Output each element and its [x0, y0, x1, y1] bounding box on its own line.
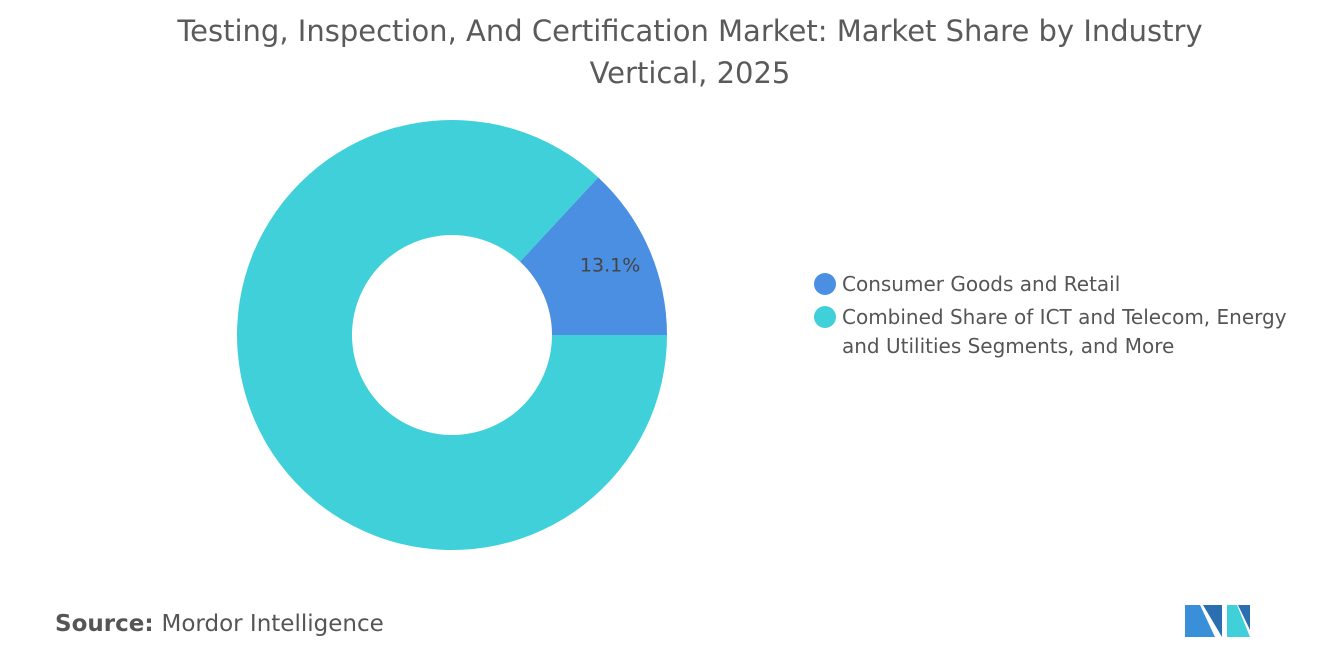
- legend-marker: [814, 273, 836, 295]
- legend-marker: [814, 306, 836, 328]
- source-label: Source:: [55, 611, 154, 637]
- donut-slice: [236, 120, 667, 550]
- source-text: Mordor Intelligence: [161, 611, 384, 637]
- donut-slice: [519, 177, 667, 335]
- source: Source: Mordor Intelligence: [55, 611, 384, 637]
- chart-title: Testing, Inspection, And Certification M…: [177, 14, 1203, 90]
- legend-label: Combined Share of ICT and Telecom, Energ…: [842, 305, 1287, 358]
- legend-item: Combined Share of ICT and Telecom, Energ…: [814, 303, 1304, 361]
- legend-item: Consumer Goods and Retail: [814, 270, 1304, 299]
- value-label: 13.1%: [580, 254, 640, 276]
- logo: [1185, 605, 1250, 637]
- legend: Consumer Goods and Retail Combined Share …: [814, 270, 1304, 365]
- legend-label: Consumer Goods and Retail: [842, 272, 1121, 296]
